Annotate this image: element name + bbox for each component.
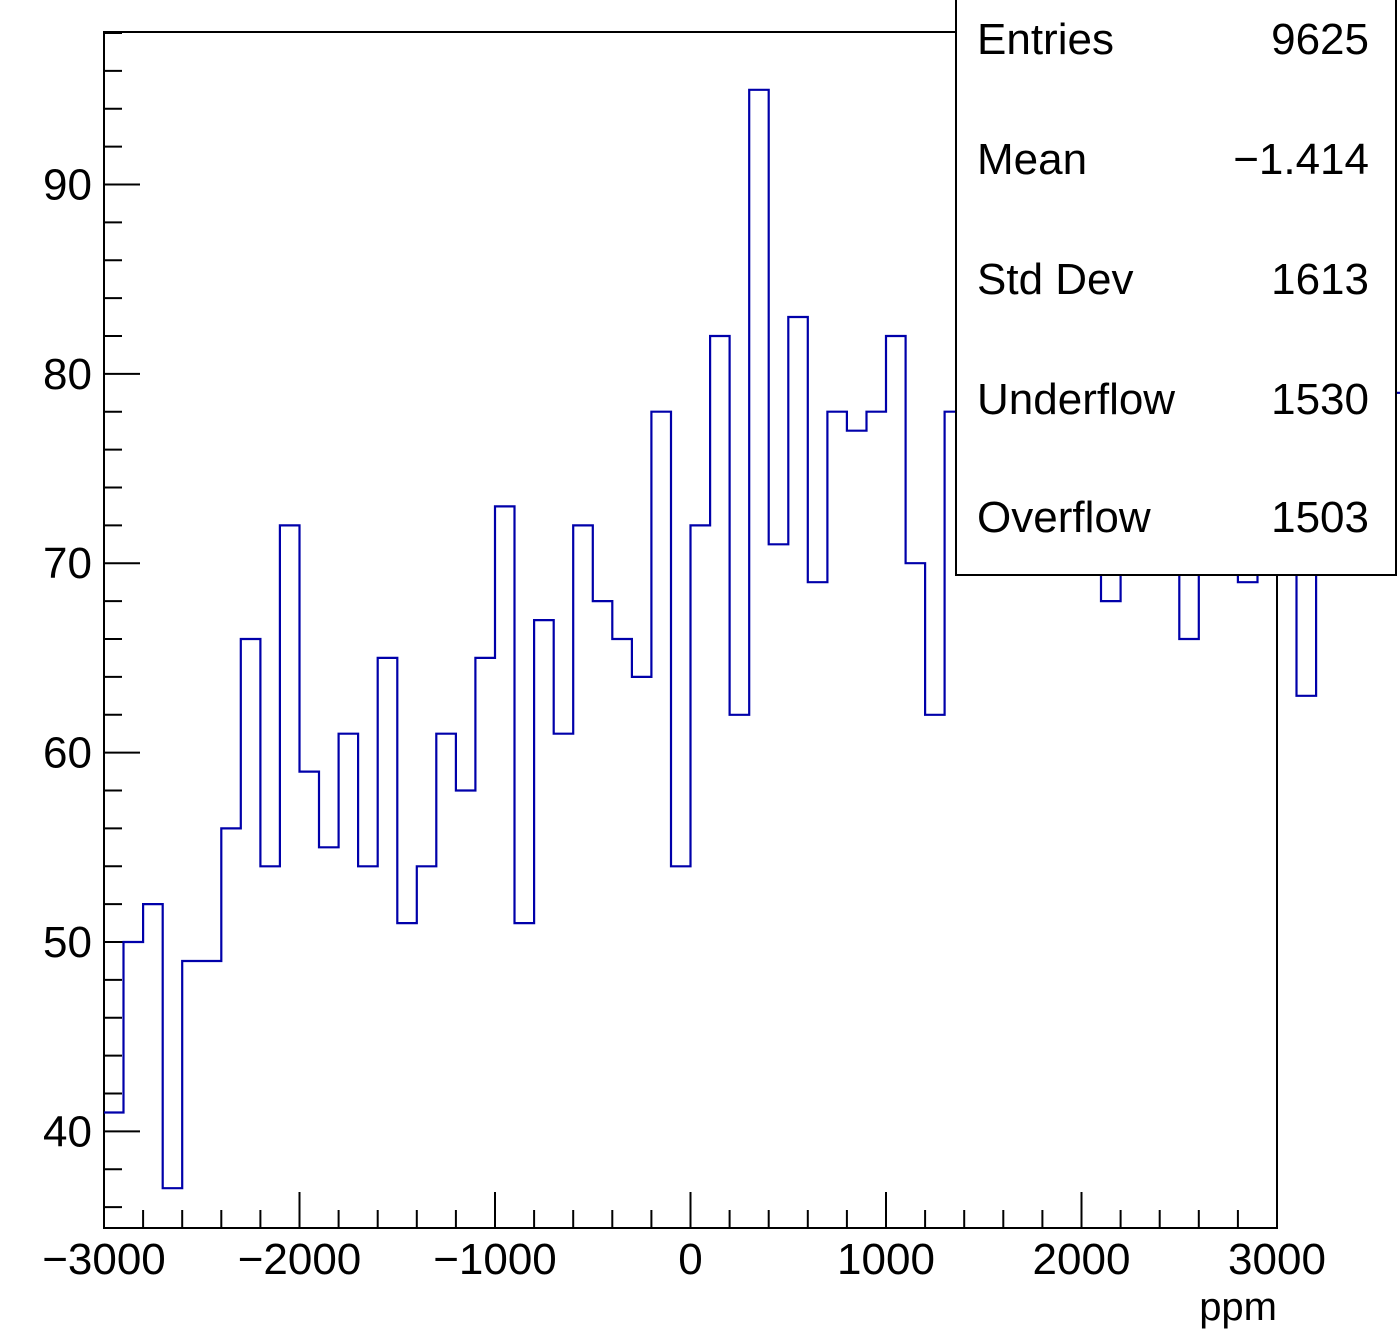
stats-value: 1530	[1271, 375, 1369, 424]
stats-value: 9625	[1271, 15, 1369, 64]
x-tick-label: −3000	[42, 1235, 166, 1284]
x-axis-ticks	[103, 1192, 1278, 1228]
x-tick-label: 0	[678, 1235, 702, 1284]
stats-label: Overflow	[977, 493, 1151, 542]
y-tick-label: 60	[43, 729, 92, 778]
stats-label: Underflow	[977, 375, 1176, 424]
stats-row-entries: Entries 9625	[977, 10, 1369, 70]
y-tick-label: 40	[43, 1107, 92, 1156]
stats-label: Mean	[977, 135, 1088, 184]
y-tick-label: 70	[43, 539, 92, 588]
stats-row-overflow: Overflow 1503	[977, 488, 1369, 548]
stats-value: −1.414	[1233, 135, 1369, 184]
stats-box: Entries 9625 Mean −1.414 Std Dev 1613 Underflo…	[955, 0, 1397, 576]
y-tick-label: 80	[43, 350, 92, 399]
stats-label: Entries	[977, 15, 1114, 64]
stats-label: Std Dev	[977, 255, 1134, 304]
y-tick-label: 50	[43, 918, 92, 967]
x-tick-label: −1000	[433, 1235, 557, 1284]
x-tick-label: 2000	[1033, 1235, 1131, 1284]
x-tick-label: 3000	[1228, 1235, 1326, 1284]
x-tick-label: 1000	[837, 1235, 935, 1284]
stats-value: 1613	[1271, 255, 1369, 304]
x-tick-label: −2000	[238, 1235, 362, 1284]
y-axis-tick-labels: 40 50 60 70 80 90	[43, 160, 92, 1156]
x-axis-tick-labels: −3000 −2000 −1000 0 1000 2000 3000	[42, 1235, 1326, 1284]
stats-value: 1503	[1271, 493, 1369, 542]
stats-row-underflow: Underflow 1530	[977, 370, 1369, 430]
stats-row-std-dev: Std Dev 1613	[977, 250, 1369, 310]
y-axis-ticks	[104, 31, 140, 1209]
y-tick-label: 90	[43, 160, 92, 209]
stats-row-mean: Mean −1.414	[977, 130, 1369, 190]
x-axis-title: ppm	[1199, 1285, 1277, 1329]
